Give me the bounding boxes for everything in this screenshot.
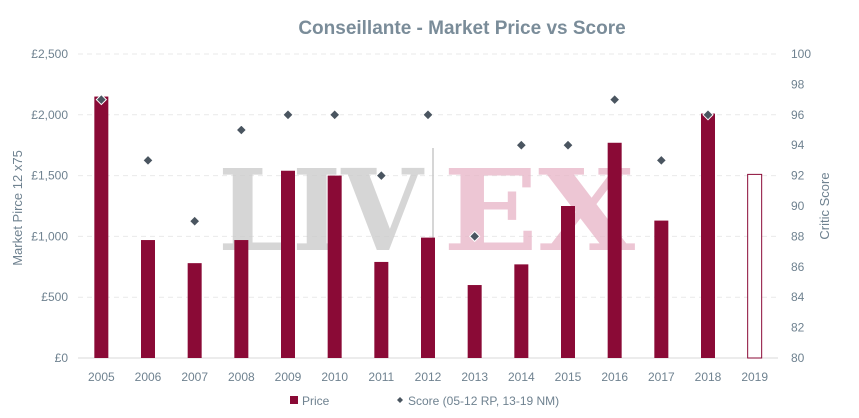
x-tick-label: 2006	[135, 370, 162, 384]
score-marker	[562, 139, 574, 151]
price-bar	[561, 206, 575, 358]
x-tick-label: 2009	[275, 370, 302, 384]
x-tick-label: 2007	[181, 370, 208, 384]
y-axis-right: 80 82 84 86 88 90 92 94 96 98 100	[791, 47, 811, 365]
score-marker	[422, 109, 434, 121]
y-tick-label: £2,500	[31, 47, 68, 61]
x-tick-label: 2008	[228, 370, 255, 384]
score-marker	[188, 215, 201, 227]
y2-tick-label: 90	[791, 199, 805, 213]
price-bar	[514, 264, 529, 358]
score-marker	[702, 109, 714, 121]
score-marker	[328, 109, 341, 121]
price-bar	[141, 240, 155, 358]
y-tick-label: £500	[41, 290, 68, 304]
price-bar	[421, 237, 435, 358]
score-marker	[655, 154, 668, 167]
price-bar	[374, 261, 389, 358]
watermark-left: LIV	[218, 146, 425, 277]
y-tick-label: £2,000	[31, 108, 68, 122]
price-bar	[747, 173, 763, 359]
score-marker	[375, 169, 388, 182]
y2-tick-label: 84	[791, 290, 805, 304]
y2-tick-label: 98	[791, 77, 805, 91]
legend-score-swatch	[397, 397, 403, 403]
score-marker	[235, 124, 248, 136]
y2-tick-label: 80	[791, 351, 805, 365]
x-tick-label: 2005	[88, 370, 115, 384]
y2-tick-label: 96	[791, 108, 805, 122]
x-tick-label: 2012	[415, 370, 442, 384]
price-bar	[467, 285, 482, 358]
y2-tick-label: 88	[791, 229, 805, 243]
legend-score-label: Score (05-12 RP, 13-19 NM)	[408, 394, 559, 408]
legend: Price Score (05-12 RP, 13-19 NM)	[290, 394, 559, 408]
score-marker	[95, 93, 108, 106]
watermark-right: EX	[443, 146, 635, 277]
x-tick-label: 2016	[601, 370, 628, 384]
y-tick-label: £0	[55, 351, 69, 365]
price-bar	[187, 263, 202, 358]
score-marker	[142, 154, 154, 167]
x-tick-label: 2010	[321, 370, 348, 384]
y2-tick-label: 92	[791, 169, 805, 183]
y-axis-left: £0 £500 £1,000 £1,500 £2,000 £2,500	[31, 47, 68, 365]
score-markers	[95, 93, 714, 243]
legend-price-label: Price	[302, 394, 330, 408]
y2-tick-label: 86	[791, 260, 805, 274]
x-tick-label: 2017	[648, 370, 675, 384]
price-bar	[327, 175, 342, 358]
score-marker	[468, 230, 481, 243]
y-axis-title: Market Pirce 12 x75	[10, 150, 25, 266]
legend-price-swatch	[290, 396, 298, 404]
price-bars	[94, 96, 763, 359]
y-tick-label: £1,500	[31, 169, 68, 183]
y2-tick-label: 100	[791, 47, 811, 61]
y2-axis-title: Critic Score	[817, 172, 832, 239]
score-marker	[608, 93, 621, 106]
price-bar	[234, 240, 249, 358]
price-bar	[654, 220, 669, 358]
score-marker	[282, 109, 294, 121]
price-bar	[94, 96, 109, 358]
x-tick-label: 2019	[741, 370, 768, 384]
price-bar	[607, 142, 622, 358]
score-marker	[515, 139, 528, 151]
chart-title: Conseillante - Market Price vs Score	[298, 18, 625, 39]
x-axis: 2005 2006 2007 2008 2009 2010 2011 2012 2013 2014…	[88, 370, 768, 384]
watermark-logo: LIV EX	[218, 146, 635, 277]
price-bar	[701, 113, 715, 358]
x-tick-label: 2013	[461, 370, 488, 384]
y-tick-label: £1,000	[31, 229, 68, 243]
x-tick-label: 2011	[368, 370, 394, 384]
x-tick-label: 2014	[508, 370, 535, 384]
y2-tick-label: 82	[791, 321, 805, 335]
x-tick-label: 2015	[555, 370, 582, 384]
price-bar	[281, 170, 295, 358]
x-tick-label: 2018	[695, 370, 722, 384]
y2-tick-label: 94	[791, 138, 805, 152]
watermark-divider	[432, 148, 434, 256]
